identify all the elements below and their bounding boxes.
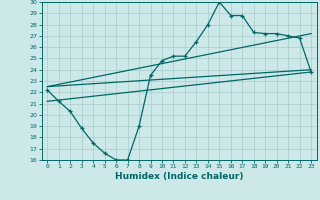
X-axis label: Humidex (Indice chaleur): Humidex (Indice chaleur)	[115, 172, 244, 181]
